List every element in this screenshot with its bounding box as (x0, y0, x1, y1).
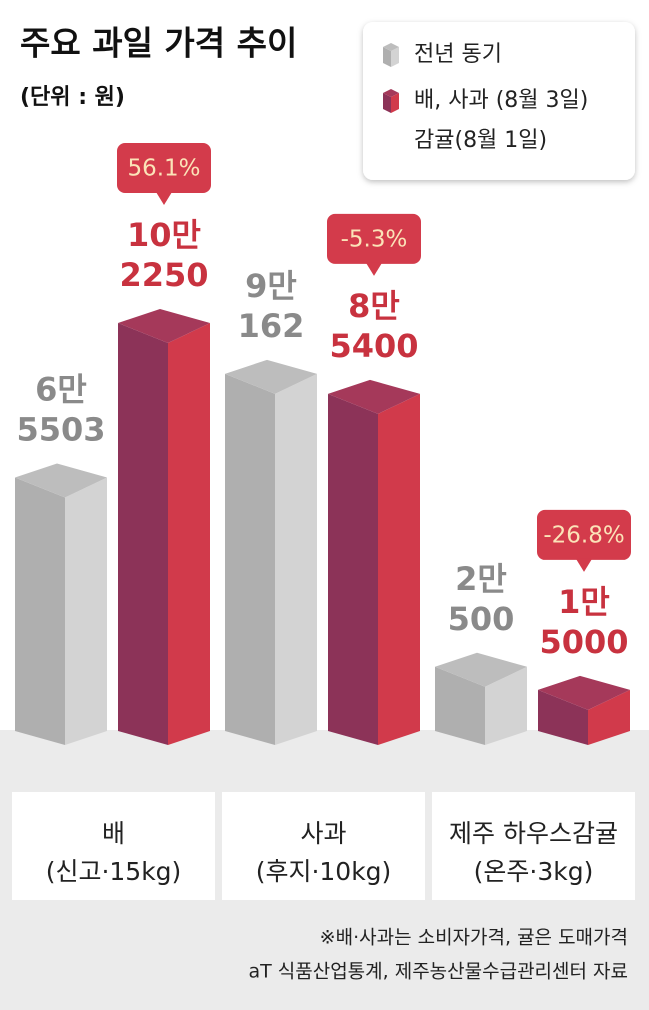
legend-label: 배, 사과 (8월 3일) (414, 88, 588, 113)
value-label: 5503 (16, 411, 105, 449)
category-box (222, 792, 425, 900)
legend-icon (383, 89, 399, 97)
bar-face (65, 477, 107, 745)
bar (118, 309, 210, 745)
value-label: 5000 (539, 623, 628, 661)
callout-pointer (366, 262, 382, 276)
change-label: -5.3% (341, 226, 408, 252)
callout-pointer (156, 192, 172, 205)
bar (328, 379, 420, 745)
bar-top (538, 675, 630, 710)
footnote: ※배·사과는 소비자가격, 귤은 도매가격 (320, 927, 628, 949)
x-tick-note: (후지·10kg) (256, 857, 392, 886)
category-box (12, 792, 215, 900)
legend-label: 감귤(8월 1일) (414, 128, 547, 153)
bar (435, 652, 527, 745)
bar-top (225, 359, 317, 394)
bar-face (435, 666, 485, 745)
bar-face (378, 393, 420, 745)
value-label: 2만 (455, 560, 507, 598)
x-tick-label: 사과 (300, 819, 346, 848)
callout-pointer (576, 558, 592, 572)
legend-icon (391, 47, 399, 67)
x-tick-label: 제주 하우스감귤 (449, 819, 618, 848)
value-label: 1만 (558, 583, 610, 621)
footnote: aT 식품산업통계, 제주농산물수급관리센터 자료 (248, 961, 628, 983)
legend-icon (391, 93, 399, 113)
bar-top (118, 309, 210, 343)
change-callout (117, 143, 211, 193)
change-label: -26.8% (543, 522, 624, 548)
bar (225, 359, 317, 745)
category-box (432, 792, 635, 900)
legend-label: 전년 동기 (414, 42, 502, 67)
subtitle: (단위 : 원) (20, 85, 125, 110)
x-tick-label: 배 (102, 819, 125, 848)
bar-face (485, 666, 527, 745)
value-label: 500 (448, 600, 515, 638)
bar (15, 463, 107, 745)
bar-face (225, 373, 275, 745)
value-label: 8만 (348, 287, 400, 325)
x-tick-note: (온주·3kg) (474, 857, 594, 886)
bar-face (118, 323, 168, 745)
change-label: 56.1% (127, 156, 200, 182)
legend-icon (383, 47, 391, 67)
value-label: 9만 (245, 267, 297, 305)
value-label: 5400 (329, 327, 418, 365)
bar-face (15, 477, 65, 745)
bar-face (328, 393, 378, 745)
chart-title: 주요 과일 가격 추이 (20, 24, 297, 63)
bar-face (588, 689, 630, 745)
value-label: 162 (238, 307, 305, 345)
value-label: 2250 (119, 256, 208, 294)
change-callout (537, 509, 631, 560)
bar-top (15, 463, 107, 498)
legend-icon (383, 93, 391, 113)
value-label: 10만 (127, 216, 201, 254)
bar-face (275, 373, 317, 745)
x-tick-note: (신고·15kg) (46, 857, 182, 886)
bar-face (168, 323, 210, 745)
bar-top (328, 379, 420, 414)
legend-icon (383, 43, 399, 51)
bar-top (435, 652, 527, 687)
bar (538, 675, 630, 745)
value-label: 6만 (35, 371, 87, 409)
legend (363, 22, 635, 180)
change-callout (327, 213, 421, 264)
bar-face (538, 689, 588, 745)
